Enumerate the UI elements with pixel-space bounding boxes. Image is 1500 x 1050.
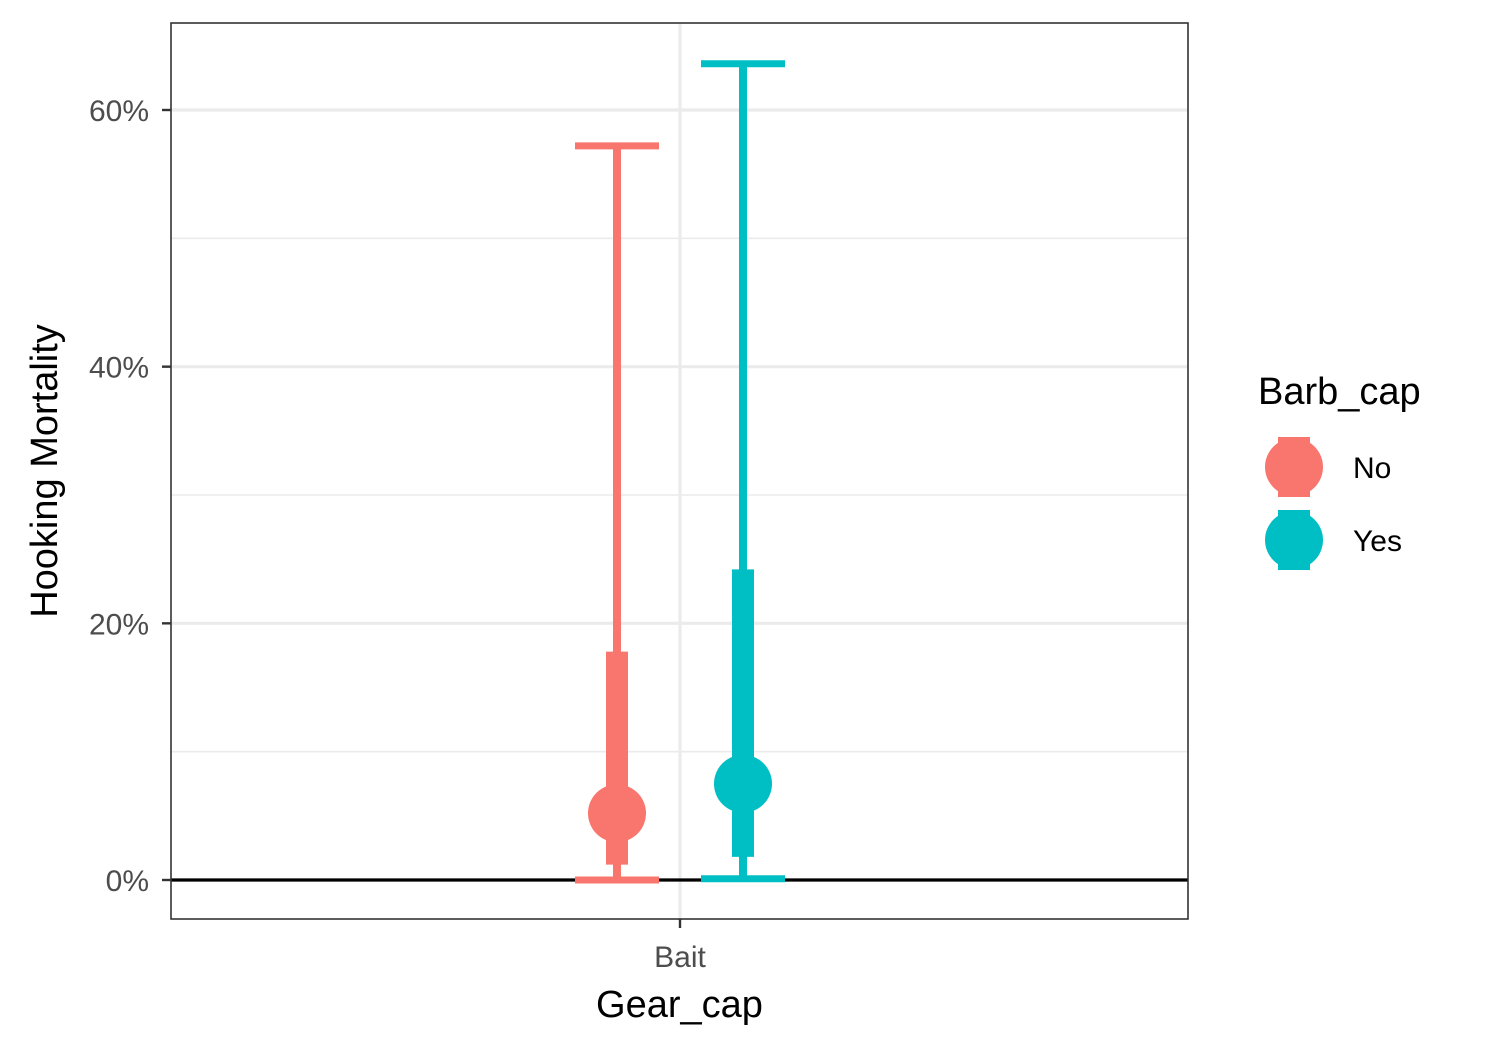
legend-item-no: No bbox=[1265, 437, 1391, 497]
estimate-point bbox=[714, 754, 772, 813]
legend-label: Yes bbox=[1353, 525, 1402, 558]
legend-title: Barb_cap bbox=[1258, 371, 1421, 413]
legend-items: No Yes bbox=[1265, 437, 1402, 570]
series bbox=[575, 60, 785, 884]
y-tick-label: 0% bbox=[106, 865, 149, 898]
y-axis-title: Hooking Mortality bbox=[24, 324, 66, 618]
legend-key-point bbox=[1265, 511, 1323, 569]
axes: 0% 20% 40% 60% Bait bbox=[89, 95, 707, 974]
x-axis-title: Gear_cap bbox=[596, 984, 763, 1026]
x-tick-label: Bait bbox=[654, 941, 706, 974]
series-no bbox=[575, 142, 659, 884]
legend-item-yes: Yes bbox=[1265, 510, 1402, 570]
series-yes bbox=[701, 60, 785, 883]
legend: Barb_cap No Yes bbox=[1258, 371, 1421, 570]
y-tick-label: 40% bbox=[89, 352, 149, 385]
legend-label: No bbox=[1353, 452, 1391, 485]
y-tick-label: 20% bbox=[89, 608, 149, 641]
y-tick-label: 60% bbox=[89, 95, 149, 128]
estimate-point bbox=[588, 784, 646, 843]
legend-key-point bbox=[1265, 438, 1323, 496]
